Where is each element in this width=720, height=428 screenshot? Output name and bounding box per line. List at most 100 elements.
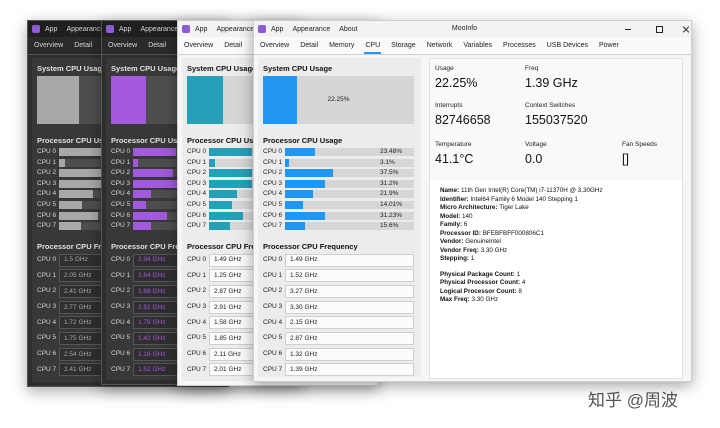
cpu-bar xyxy=(209,169,252,178)
section-title: System CPU Usage xyxy=(187,64,257,74)
frequency-box: 1.52 GHz xyxy=(285,269,414,283)
menu-item[interactable]: Appearance xyxy=(66,25,105,33)
cpu-bar xyxy=(209,158,216,167)
frequency-box: 3.30 GHz xyxy=(285,300,414,314)
tab[interactable]: Processes xyxy=(503,41,536,49)
detail-label: Name: xyxy=(440,187,460,194)
tab[interactable]: Overview xyxy=(260,41,290,49)
detail-label: Family: xyxy=(440,221,463,228)
stat-label: Fan Speeds xyxy=(622,140,658,148)
detail-line: Physical Package Count: 1 xyxy=(440,271,520,279)
cpu-label: CPU 6 xyxy=(111,350,131,358)
section-title: System CPU Usage xyxy=(111,64,181,74)
detail-label: Physical Package Count: xyxy=(440,270,515,278)
cpu-label: CPU 1 xyxy=(263,158,283,166)
menu-item[interactable]: Appearance xyxy=(140,25,179,33)
cpu-bar xyxy=(133,179,179,188)
cpu-label: CPU 5 xyxy=(187,334,207,342)
detail-value: 8 xyxy=(518,287,522,295)
tab[interactable]: Memory xyxy=(329,41,355,49)
frequency-value: 1.88 GHz xyxy=(138,287,166,295)
detail-value: 1 xyxy=(516,270,521,278)
cpu-usage-label: 37.5% xyxy=(380,169,399,177)
tab[interactable]: Variables xyxy=(463,41,493,49)
frequency-value: 2.01 GHz xyxy=(214,366,242,374)
detail-line: Max Freq: 3.30 GHz xyxy=(440,296,498,304)
cpu-track: 14.01% xyxy=(285,201,414,209)
detail-line: Family: 6 xyxy=(440,221,467,229)
tab[interactable]: Overview xyxy=(108,41,138,49)
menu-item[interactable]: App xyxy=(119,25,132,33)
tab[interactable]: Detail xyxy=(300,41,319,49)
title-bar: App Appearance About MooInfo xyxy=(254,21,691,37)
tab[interactable]: USB Devices xyxy=(546,41,588,49)
menu-item[interactable]: App xyxy=(195,25,208,33)
frequency-value: 2.41 GHz xyxy=(64,366,92,374)
detail-value: 1 xyxy=(470,255,475,262)
detail-value: 4 xyxy=(521,279,526,286)
cpu-label: CPU 6 xyxy=(37,350,57,358)
usage-bar xyxy=(111,76,146,124)
frequency-value: 2.05 GHz xyxy=(64,272,92,280)
detail-value: BFEBFBFF000806C1 xyxy=(482,229,544,237)
minimize-button[interactable] xyxy=(625,29,631,30)
frequency-value: 2.87 GHz xyxy=(290,334,318,342)
menu-item[interactable]: Appearance xyxy=(292,25,331,33)
stat-value: 1.39 GHz xyxy=(525,76,578,91)
tab[interactable]: Network xyxy=(426,41,453,49)
tab[interactable]: Storage xyxy=(391,41,416,49)
info-panel: Usage 22.25% Freq 1.39 GHz Interrupts 8274665… xyxy=(429,58,683,379)
menu-item[interactable]: App xyxy=(45,25,58,33)
menu-item[interactable]: About xyxy=(339,25,358,33)
detail-label: Physical Processor Count: xyxy=(440,279,521,286)
cpu-label: CPU 7 xyxy=(187,365,207,373)
app-icon xyxy=(106,25,114,33)
cpu-label: CPU 5 xyxy=(111,200,131,208)
cpu-label: CPU 0 xyxy=(37,255,57,263)
cpu-bar xyxy=(59,148,111,156)
section-title: Processor CPU Usage xyxy=(263,136,343,146)
maximize-button[interactable] xyxy=(656,26,663,33)
close-button[interactable] xyxy=(682,25,690,33)
cpu-label: CPU 3 xyxy=(187,179,207,187)
cpu-label: CPU 6 xyxy=(263,211,283,219)
detail-line: Vendor: GenuineIntel xyxy=(440,238,501,246)
detail-line: Logical Processor Count: 8 xyxy=(440,288,522,296)
cpu-label: CPU 5 xyxy=(263,334,283,342)
cpu-label: CPU 7 xyxy=(111,222,131,230)
cpu-bar xyxy=(59,211,98,220)
cpu-label: CPU 4 xyxy=(187,318,207,326)
detail-line: Stepping: 1 xyxy=(440,255,474,263)
detail-value: GenuineIntel xyxy=(465,238,501,245)
cpu-bar xyxy=(133,148,176,156)
cpu-label: CPU 7 xyxy=(263,222,283,230)
frequency-value: 1.52 GHz xyxy=(290,272,318,280)
cpu-label: CPU 3 xyxy=(111,179,131,187)
detail-value: Tiger Lake xyxy=(499,204,529,211)
menu-item[interactable]: App xyxy=(271,25,284,33)
tab[interactable]: Detail xyxy=(74,41,93,49)
tab[interactable]: Overview xyxy=(184,41,214,49)
cpu-track: 23.48% xyxy=(285,148,414,156)
frequency-value: 2.41 GHz xyxy=(64,287,92,295)
cpu-label: CPU 1 xyxy=(37,158,57,166)
cpu-track: 15.6% xyxy=(285,222,414,231)
cpu-track: 31.23% xyxy=(285,212,414,220)
tab[interactable]: CPU xyxy=(364,38,382,54)
menu-bar: App Appearance About xyxy=(271,21,358,37)
detail-label: Identifier: xyxy=(440,195,469,203)
cpu-label: CPU 3 xyxy=(263,179,283,187)
detail-value: Intel64 Family 6 Model 140 Stepping 1 xyxy=(470,195,578,203)
frequency-value: 1.52 GHz xyxy=(138,366,166,374)
menu-item[interactable]: Appearance xyxy=(216,25,255,33)
tab[interactable]: Detail xyxy=(148,41,167,49)
cpu-label: CPU 3 xyxy=(187,303,207,311)
tab[interactable]: Power xyxy=(598,41,619,49)
frequency-box: 1.39 GHz xyxy=(285,363,414,377)
stat-value: 22.25% xyxy=(435,76,478,91)
tab[interactable]: Overview xyxy=(34,41,64,49)
stat-label: Temperature xyxy=(435,140,472,148)
detail-label: Micro Architecture: xyxy=(440,204,498,211)
cpu-label: CPU 4 xyxy=(187,190,207,198)
tab[interactable]: Detail xyxy=(224,41,243,49)
